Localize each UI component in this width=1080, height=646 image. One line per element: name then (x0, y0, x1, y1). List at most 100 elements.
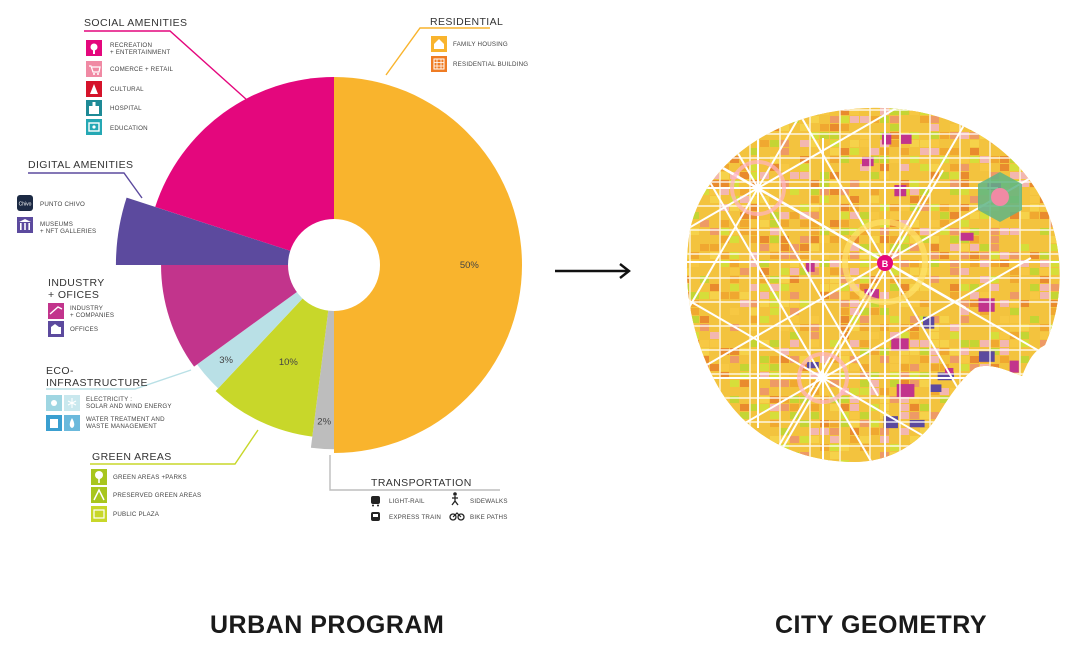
map-block (1000, 140, 1009, 147)
map-block (800, 452, 809, 459)
map-block (900, 356, 909, 363)
residential-building-icon (431, 56, 447, 72)
map-block (730, 268, 739, 275)
map-block (980, 404, 989, 411)
map-block (700, 428, 709, 435)
map-block (860, 388, 869, 395)
map-block (790, 260, 799, 267)
map-block (790, 396, 799, 403)
map-block (960, 356, 969, 363)
map-block (1030, 316, 1039, 323)
map-block (850, 268, 859, 275)
map-landmark-block (909, 419, 925, 428)
map-block (990, 452, 999, 459)
map-block (1060, 164, 1069, 171)
map-block (800, 324, 809, 331)
legend-cultural-label: CULTURAL (110, 86, 144, 93)
map-block (810, 436, 819, 443)
map-block (990, 364, 999, 371)
map-block (690, 140, 699, 147)
map-block (1050, 108, 1059, 115)
map-block (760, 452, 769, 459)
map-block (960, 220, 969, 227)
map-block (1060, 204, 1069, 211)
map-block (920, 340, 929, 347)
map-block (990, 396, 999, 403)
map-block (950, 148, 959, 155)
map-block (900, 148, 909, 155)
map-block (710, 108, 719, 115)
map-block (900, 324, 909, 331)
map-block (810, 372, 819, 379)
map-block (840, 124, 849, 131)
map-block (1020, 380, 1029, 387)
map-block (1030, 268, 1039, 275)
map-block (980, 156, 989, 163)
map-block (740, 372, 749, 379)
map-block (830, 340, 839, 347)
map-block (960, 444, 969, 451)
map-block (1050, 236, 1059, 243)
map-block (840, 276, 849, 283)
map-block (720, 132, 729, 139)
map-block (990, 444, 999, 451)
pedestrian-icon (451, 492, 459, 506)
map-block (910, 468, 919, 475)
map-block (750, 100, 759, 107)
map-block (720, 420, 729, 427)
map-block (810, 228, 819, 235)
map-block (850, 420, 859, 427)
map-block (1010, 468, 1019, 475)
map-block (860, 100, 869, 107)
map-block (1030, 116, 1039, 123)
legend-recreation-label2: + ENTERTAINMENT (110, 49, 170, 56)
map-block (686, 108, 689, 115)
map-block (970, 260, 979, 267)
legend-industry: INDUSTRY + OFICES INDUSTRY + COMPANIES O… (48, 277, 114, 337)
map-block (810, 236, 819, 243)
map-block (780, 132, 789, 139)
map-block (920, 348, 929, 355)
map-block (840, 372, 849, 379)
map-block (790, 404, 799, 411)
map-block (1060, 108, 1069, 115)
map-block (840, 196, 849, 203)
map-block (760, 364, 769, 371)
map-block (1010, 340, 1019, 347)
map-block (810, 404, 819, 411)
map-block (1040, 380, 1049, 387)
map-block (780, 252, 789, 259)
legend-punto-chivo-label: PUNTO CHIVO (40, 201, 85, 208)
map-block (940, 444, 949, 451)
map-block (930, 340, 939, 347)
map-block (750, 436, 759, 443)
map-block (900, 404, 909, 411)
map-block (1040, 204, 1049, 211)
map-block (780, 124, 789, 131)
map-block (1020, 132, 1029, 139)
map-block (820, 180, 829, 187)
map-block (830, 436, 839, 443)
map-landmark-block (922, 316, 935, 329)
map-block (1020, 212, 1029, 219)
map-block (860, 212, 869, 219)
map-block (740, 412, 749, 419)
map-block (1050, 348, 1059, 355)
map-block (830, 100, 839, 107)
map-block (1050, 380, 1059, 387)
map-block (690, 332, 699, 339)
map-block (920, 428, 929, 435)
map-block (770, 220, 779, 227)
map-block (890, 268, 899, 275)
map-block (980, 412, 989, 419)
map-block (810, 188, 819, 195)
map-block (990, 260, 999, 267)
map-block (800, 108, 809, 115)
map-block (1030, 212, 1039, 219)
map-block (686, 332, 689, 339)
map-block (800, 268, 809, 275)
map-block (860, 324, 869, 331)
map-block (840, 292, 849, 299)
map-block (1000, 156, 1009, 163)
map-block (860, 164, 869, 171)
